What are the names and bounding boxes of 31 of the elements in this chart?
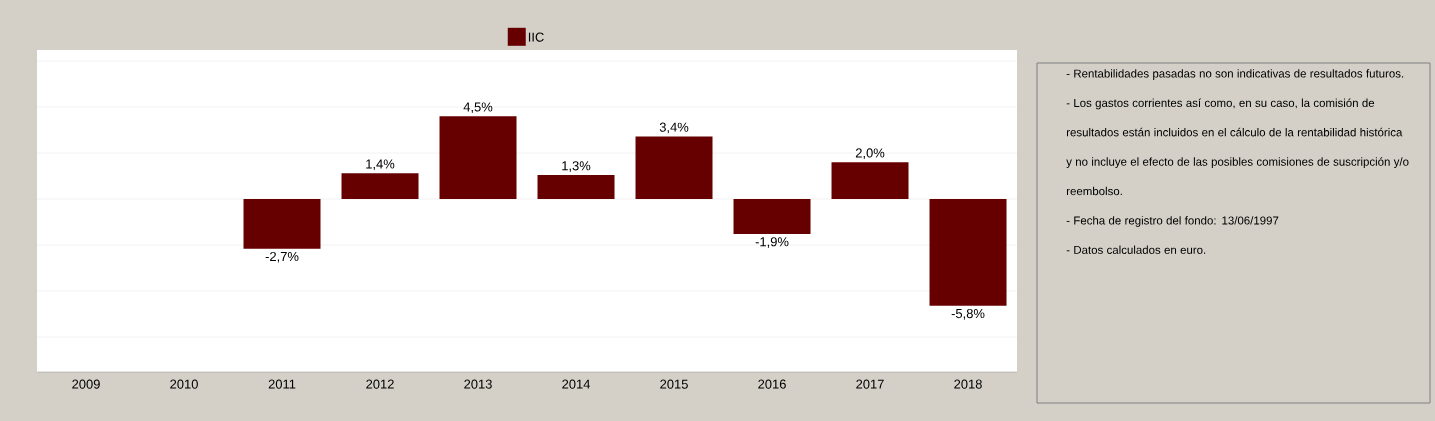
x-tick-label: 2015 [660,379,688,389]
x-tick-label: 2014 [562,379,591,389]
text: - Rentabilidades pasadas no son indicativas de resultados futuros. [1066,69,1404,80]
bar [537,175,615,200]
data-label: 4,5% [463,102,493,114]
x-tick-label: 2011 [268,379,296,389]
bar [341,173,419,200]
x-tick-label: 2012 [366,379,394,389]
legend-label: IIC [528,32,544,42]
bar [635,136,713,200]
data-label: 3,4% [659,122,689,134]
bar [733,199,811,234]
data-label: -1,9% [755,237,789,248]
bar [439,116,517,200]
text: - Fecha de registro del fondo: 13/06/1997 [1066,216,1279,227]
x-tick-label: 2018 [954,379,982,389]
text: - Datos calculados en euro. [1066,245,1206,254]
x-tick-label: 2016 [758,379,786,389]
bar [831,162,909,200]
x-tick-label: 2017 [856,379,884,389]
bar [243,199,321,249]
x-tick-label: 2010 [170,379,198,389]
x-tick-label: 2009 [72,379,100,389]
bar [929,199,1007,306]
data-label: 1,4% [366,159,395,171]
data-label: 1,3% [562,161,591,172]
data-label: -5,8% [951,308,985,320]
x-tick-label: 2013 [464,379,492,389]
data-label: 2,0% [855,148,885,160]
data-label: -2,7% [265,251,299,263]
text: - Los gastos corrientes así como, en su caso, la comisión de resultados están incluidos en el cálculo de la rentabilidad histórica y no incluye el efecto de las posibles comisiones de suscripción y/o reembolso. [1066,98,1409,196]
